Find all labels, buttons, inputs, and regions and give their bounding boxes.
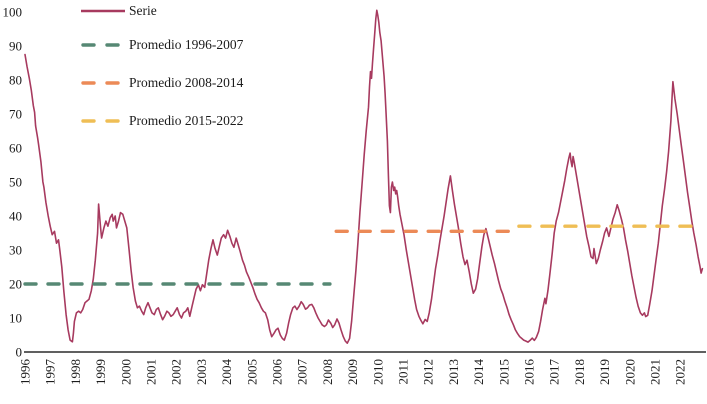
x-tick-label: 2007 <box>295 359 310 386</box>
promedio-2015-2022-swatch <box>81 119 126 123</box>
promedio-2008-2014-swatch <box>81 81 126 85</box>
y-tick-label: 0 <box>16 345 23 360</box>
x-tick-label: 2017 <box>547 359 562 386</box>
y-tick-label: 60 <box>9 141 22 156</box>
y-tick-label: 100 <box>3 5 23 20</box>
x-tick-label: 2002 <box>169 359 184 385</box>
y-tick-label: 40 <box>9 209 22 224</box>
y-tick-label: 70 <box>9 107 22 122</box>
x-tick-label: 1999 <box>93 359 108 385</box>
x-tick-label: 2018 <box>572 359 587 385</box>
y-tick-label: 50 <box>9 175 22 190</box>
x-tick-label: 2020 <box>622 359 637 385</box>
x-tick-label: 2021 <box>648 359 663 385</box>
x-tick-label: 2010 <box>370 359 385 385</box>
x-tick-label: 1996 <box>18 359 33 386</box>
x-tick-label: 1997 <box>43 359 58 386</box>
legend-item-promedio-2008-2014: Promedio 2008-2014 <box>80 74 243 92</box>
x-tick-label: 2008 <box>320 359 335 385</box>
legend-item-promedio-1996-2007: Promedio 1996-2007 <box>80 36 243 54</box>
x-tick-label: 2013 <box>446 359 461 385</box>
y-tick-label: 80 <box>9 73 22 88</box>
x-tick-label: 2006 <box>270 359 285 386</box>
x-tick-label: 1998 <box>68 359 83 385</box>
x-tick-label: 2016 <box>522 359 537 386</box>
promedio-1996-2007-swatch <box>81 43 126 47</box>
legend-label-promedio-2008-2014: Promedio 2008-2014 <box>129 75 244 90</box>
x-tick-label: 2014 <box>471 359 486 386</box>
x-tick-label: 2011 <box>396 359 411 385</box>
x-tick-label: 2022 <box>673 359 688 385</box>
legend-label-serie: Serie <box>129 3 157 18</box>
legend-item-promedio-2015-2022: Promedio 2015-2022 <box>80 112 243 130</box>
serie-line-swatch <box>81 9 125 13</box>
y-tick-label: 10 <box>9 311 22 326</box>
x-tick-label: 2012 <box>421 359 436 385</box>
legend-label-promedio-2015-2022: Promedio 2015-2022 <box>129 113 244 128</box>
x-tick-label: 2000 <box>118 359 133 385</box>
x-tick-label: 2015 <box>496 359 511 385</box>
y-tick-label: 90 <box>9 39 22 54</box>
legend-label-promedio-1996-2007: Promedio 1996-2007 <box>129 37 244 52</box>
x-tick-label: 2003 <box>194 359 209 385</box>
legend-item-serie: Serie <box>80 2 157 20</box>
x-tick-label: 2019 <box>597 359 612 385</box>
y-tick-label: 20 <box>9 277 22 292</box>
y-tick-label: 30 <box>9 243 22 258</box>
serie-line <box>24 9 704 344</box>
x-tick-label: 2001 <box>144 359 159 385</box>
x-tick-label: 2004 <box>219 359 234 386</box>
x-tick-label: 2009 <box>345 359 360 385</box>
x-tick-label: 2005 <box>244 359 259 385</box>
